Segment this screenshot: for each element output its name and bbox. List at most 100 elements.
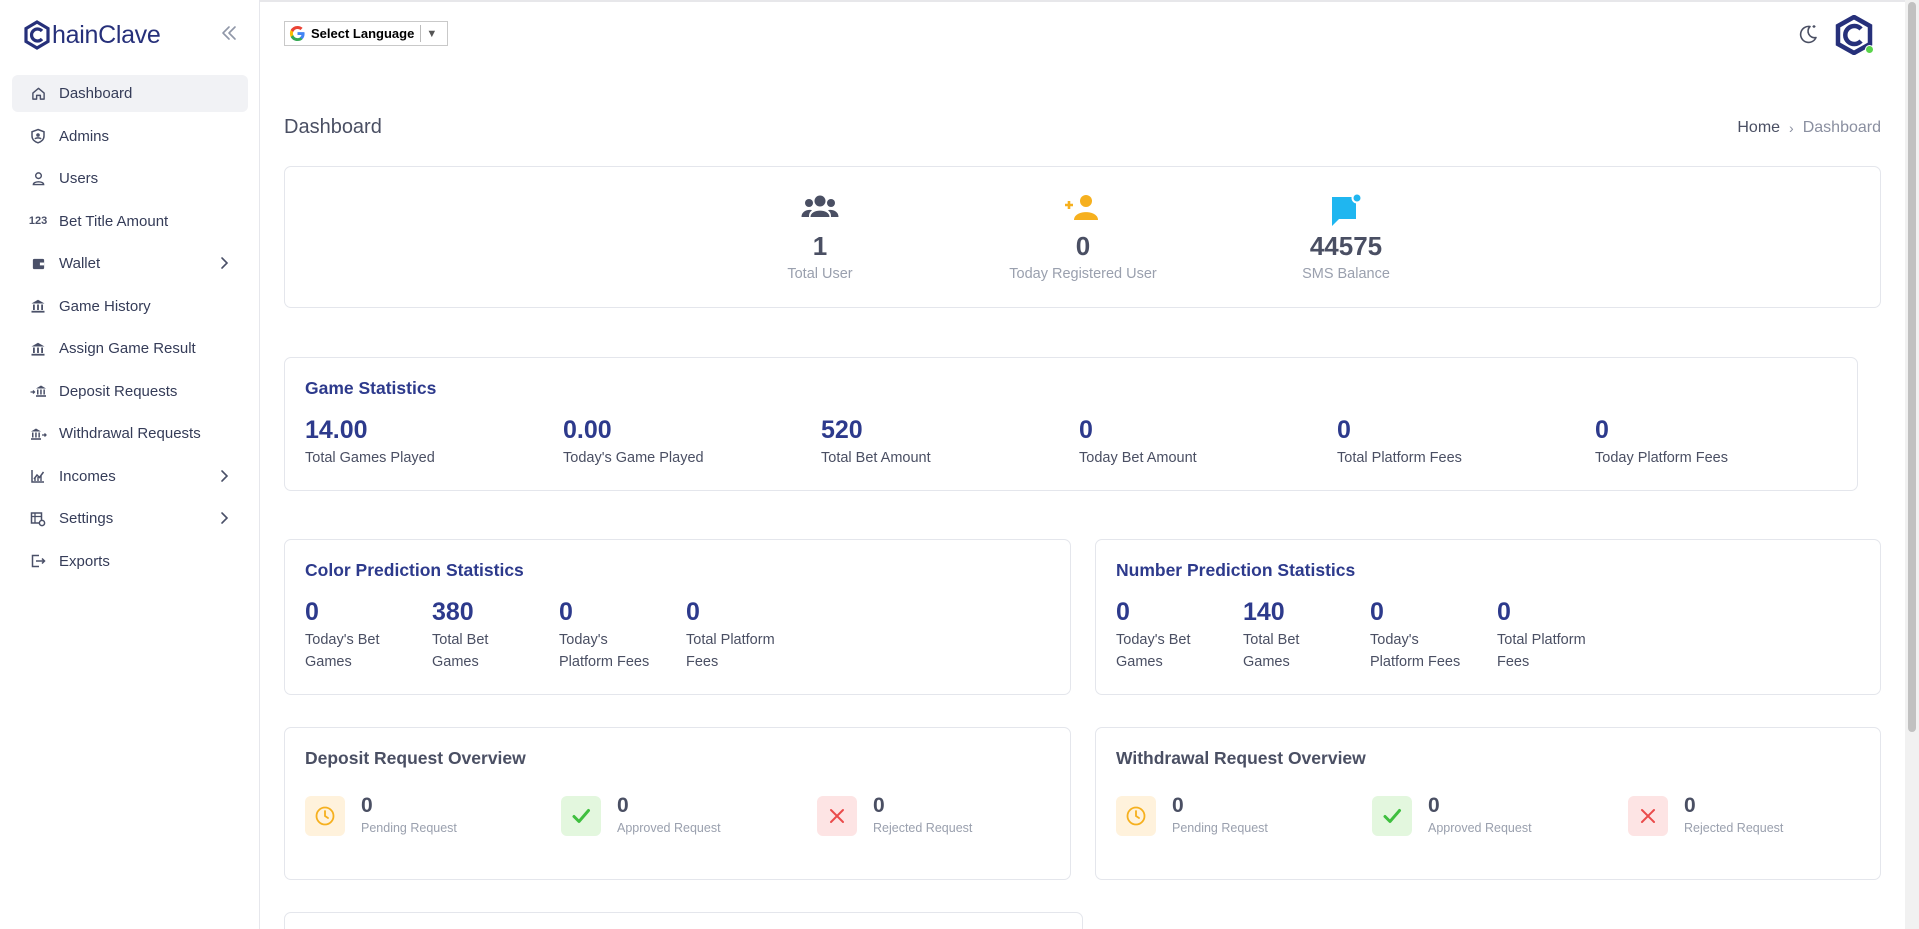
total-games-played-stat: 14.00 Total Games Played (305, 416, 435, 469)
sidebar-item-label: Incomes (59, 467, 116, 485)
approved-box (561, 796, 601, 836)
bank-withdraw-icon (29, 425, 47, 443)
stat-label: Rejected Request (873, 821, 973, 835)
sidebar-item-label: Bet Title Amount (59, 212, 169, 230)
sidebar-item-label: Wallet (59, 255, 101, 272)
stat-label: Approved Request (617, 821, 721, 835)
dropdown-arrow-icon: ▼ (426, 27, 438, 40)
stat-label: Total Bet Games (432, 632, 489, 670)
settings-table-icon (29, 510, 47, 528)
stat-value: 0 (1116, 598, 1130, 626)
scrollbar-thumb[interactable] (1908, 2, 1916, 732)
bank-deposit-icon (29, 382, 47, 400)
stat-label: Today's Bet Games (1116, 632, 1191, 670)
section-title: Withdrawal Request Overview (1116, 748, 1366, 768)
divider (420, 25, 422, 42)
total-user-label: Total User (787, 266, 853, 282)
stat-value: 0 (559, 598, 573, 626)
user-avatar[interactable] (1834, 14, 1874, 56)
today-bet-amount-stat: 0 Today Bet Amount (1079, 416, 1197, 469)
sidebar-item-withdrawal-requests[interactable]: Withdrawal Requests (12, 415, 248, 452)
stat-value: 0 (1370, 598, 1384, 626)
cp-todays-bet-games-stat: 0 Today's Bet Games (305, 598, 380, 673)
avatar-logo-icon (1835, 14, 1873, 56)
chainclave-logo-icon (24, 20, 50, 50)
numbers-123-icon: 123 (28, 215, 48, 227)
breadcrumb: Home › Dashboard (1737, 119, 1881, 137)
close-icon (830, 809, 844, 823)
chevron-right-icon (221, 512, 229, 524)
logout-export-icon (29, 552, 47, 570)
chevrons-left-icon (222, 26, 236, 40)
rejected-box (817, 796, 857, 836)
bank-icon (29, 297, 47, 315)
deposit-request-overview-card: Deposit Request Overview 0 Pending Reque… (284, 727, 1071, 880)
breadcrumb-home-link[interactable]: Home (1737, 119, 1781, 136)
section-title: Game Statistics (305, 378, 437, 398)
today-platform-fees-stat: 0 Today Platform Fees (1595, 416, 1728, 469)
stat-value: 0 (686, 598, 700, 626)
stat-value: 0 (1595, 416, 1609, 444)
dark-mode-toggle-icon[interactable] (1796, 22, 1820, 46)
sidebar-item-game-history[interactable]: Game History (12, 288, 248, 325)
stat-value: 0 (305, 598, 319, 626)
page-title: Dashboard (284, 116, 382, 138)
stat-label: Approved Request (1428, 821, 1532, 835)
stat-value: 0 (1172, 794, 1184, 817)
todays-game-played-stat: 0.00 Today's Game Played (563, 416, 704, 469)
check-icon (572, 809, 590, 823)
stat-label: Today's Bet Games (305, 632, 380, 670)
sidebar-item-assign-game-result[interactable]: Assign Game Result (12, 330, 248, 367)
color-prediction-card: Color Prediction Statistics 0 Today's Be… (284, 539, 1071, 695)
sidebar-item-label: Assign Game Result (59, 340, 196, 357)
close-icon (1641, 809, 1655, 823)
total-user-value: 1 (812, 231, 828, 261)
today-registered-user-value: 0 (1075, 231, 1091, 261)
collapse-sidebar-button[interactable] (218, 22, 240, 44)
withdrawal-pending-stat: 0 Pending Request (1116, 794, 1268, 836)
chevron-right-icon (221, 257, 229, 269)
stat-value: 140 (1243, 598, 1285, 626)
page-scrollbar[interactable] (1905, 0, 1919, 929)
language-select-label: Select Language (311, 26, 415, 41)
total-user-stat: 1 Total User (720, 193, 920, 282)
clock-icon (315, 806, 335, 826)
withdrawal-rejected-stat: 0 Rejected Request (1628, 794, 1783, 836)
stat-value: 380 (432, 598, 474, 626)
number-prediction-card: Number Prediction Statistics 0 Today's B… (1095, 539, 1881, 695)
sidebar-item-label: Game History (59, 297, 151, 315)
breadcrumb-current: Dashboard (1802, 119, 1881, 136)
stat-label: Rejected Request (1684, 821, 1784, 835)
withdrawal-request-overview-card: Withdrawal Request Overview 0 Pending Re… (1095, 727, 1881, 880)
stat-label: Total Platform Fees (1497, 632, 1586, 670)
sms-balance-label: SMS Balance (1302, 266, 1390, 282)
sidebar-item-label: Admins (59, 127, 110, 145)
withdrawal-approved-stat: 0 Approved Request (1372, 794, 1532, 836)
sidebar-item-label: Dashboard (59, 85, 133, 102)
sidebar-item-deposit-requests[interactable]: Deposit Requests (12, 373, 248, 410)
chart-income-icon (29, 467, 47, 485)
sidebar-item-dashboard[interactable]: Dashboard (12, 75, 248, 112)
sidebar-item-users[interactable]: Users (12, 160, 248, 197)
stat-value: 0 (873, 794, 885, 817)
sidebar-item-label: Exports (59, 552, 110, 570)
sms-balance-stat: 44575 SMS Balance (1246, 193, 1446, 282)
stat-label: Total Platform Fees (686, 632, 775, 670)
language-select[interactable]: Select Language ▼ (284, 21, 448, 46)
sidebar-item-wallet[interactable]: Wallet (12, 245, 248, 282)
chevron-right-icon (221, 469, 229, 482)
sidebar-item-label: Withdrawal Requests (59, 425, 201, 442)
np-todays-platform-fees-stat: 0 Today's Platform Fees (1370, 598, 1460, 673)
sidebar-item-exports[interactable]: Exports (12, 543, 248, 580)
sidebar-item-incomes[interactable]: Incomes (12, 458, 248, 495)
total-bet-amount-stat: 520 Total Bet Amount (821, 416, 931, 469)
user-add-icon (1065, 195, 1098, 220)
np-todays-bet-games-stat: 0 Today's Bet Games (1116, 598, 1191, 673)
sidebar-item-settings[interactable]: Settings (12, 500, 248, 537)
sidebar-nav: Dashboard Admins Users 123 Bet Title Amo… (12, 75, 248, 585)
sidebar-item-admins[interactable]: Admins (12, 118, 248, 155)
brand-logo[interactable]: hainClave (22, 18, 161, 52)
user-icon (29, 170, 47, 188)
sidebar-item-bet-title-amount[interactable]: 123 Bet Title Amount (12, 203, 248, 240)
brand-name: hainClave (52, 20, 161, 49)
